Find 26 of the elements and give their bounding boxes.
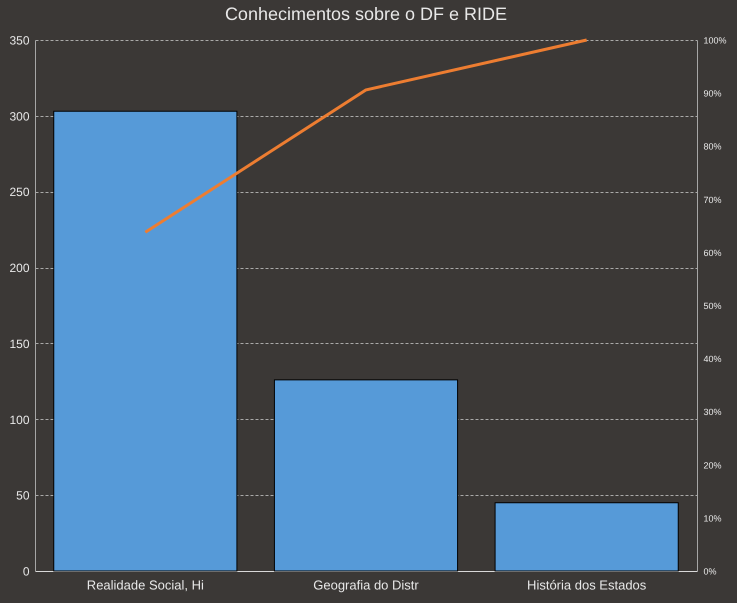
y2-tick-label: 80%	[704, 142, 722, 152]
y-tick-label: 350	[9, 34, 30, 48]
y2-tick-label: 10%	[704, 513, 722, 524]
y-tick-label: 100	[9, 412, 30, 427]
x-tick-label: Realidade Social, Hi	[86, 578, 204, 592]
y-tick-label: 200	[9, 261, 30, 276]
x-tick-label: Geografia do Distr	[313, 578, 420, 592]
y-tick-label: 150	[9, 336, 30, 351]
y-tick-label: 0	[22, 564, 30, 578]
y2-tick-label: 30%	[704, 407, 722, 418]
y-tick-label: 300	[9, 109, 30, 124]
y2-tick-label: 90%	[704, 88, 722, 99]
y2-tick-label: 20%	[704, 460, 722, 470]
chart-title: Conhecimentos sobre o DF e RIDE	[224, 4, 508, 24]
x-tick-label: História dos Estados	[527, 578, 647, 592]
y2-tick-label: 40%	[704, 354, 722, 364]
y2-tick-label: 50%	[704, 301, 722, 311]
y-tick-label: 50	[16, 488, 30, 503]
y2-tick-label: 70%	[704, 194, 722, 205]
bar	[494, 502, 679, 572]
y-tick-label: 250	[9, 185, 30, 200]
y2-tick-label: 60%	[704, 248, 722, 258]
bar	[274, 379, 458, 572]
y2-tick-label: 0%	[704, 566, 717, 576]
bar	[53, 110, 238, 572]
y2-tick-label: 100%	[704, 36, 727, 46]
